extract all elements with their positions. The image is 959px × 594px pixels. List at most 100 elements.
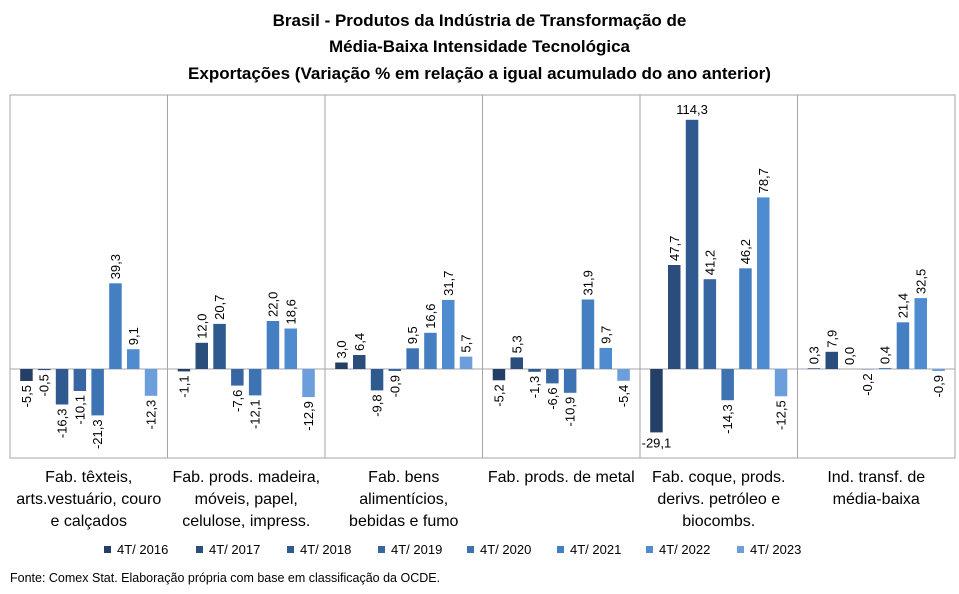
data-label: 3,0 (334, 340, 349, 358)
legend-swatch (737, 546, 744, 554)
category-label-line: Ind. transf. de (827, 469, 926, 486)
category-label: Fab. bens alimentícios, bebidas e fumo (325, 467, 483, 533)
bar (878, 368, 892, 369)
data-label: -12,1 (248, 399, 263, 429)
bar (127, 349, 140, 369)
data-label: 22,0 (265, 292, 280, 317)
category-label-line: móveis, papel, (194, 491, 298, 508)
bar (406, 348, 419, 369)
category-label-line: Fab. coque, prods. (652, 469, 786, 486)
bar (73, 369, 87, 391)
legend-label: 4T/ 2023 (750, 542, 802, 557)
bar (248, 369, 262, 396)
data-label: 21,4 (896, 293, 911, 318)
legend-item: 4T/ 2023 (737, 541, 801, 559)
data-label: -0,9 (931, 375, 946, 397)
source-note: Fonte: Comex Stat. Elaboração própria co… (10, 571, 441, 585)
legend-label: 4T/ 2022 (659, 542, 711, 557)
data-label: -0,2 (860, 373, 875, 395)
bar (20, 369, 33, 381)
legend-item: 4T/ 2018 (287, 541, 351, 559)
bar (510, 357, 523, 369)
data-label: 39,3 (108, 254, 123, 279)
category-label-line: Fab. prods. madeira, (172, 469, 321, 486)
data-label: -0,5 (37, 374, 52, 396)
bar (896, 322, 910, 369)
category-label-line: Fab. prods. de metal (487, 469, 635, 486)
data-label: 20,7 (212, 295, 227, 320)
bar (757, 197, 770, 369)
category-label-line: celulose, impress. (182, 513, 311, 530)
data-label: -0,9 (387, 375, 402, 397)
category-label: Fab. coque, prods. derivs. petróleo e bioc… (640, 467, 798, 533)
bar (335, 362, 348, 369)
data-label: -6,6 (545, 387, 560, 409)
bar (284, 328, 297, 369)
bar (442, 299, 455, 369)
category-label-line: bebidas e fumo (349, 513, 459, 530)
bar (932, 369, 945, 371)
data-label: -21,3 (90, 419, 105, 449)
data-label: -1,1 (176, 375, 191, 397)
bar (581, 299, 595, 369)
legend-item: 4T/ 2019 (378, 541, 442, 559)
bar (388, 369, 402, 371)
data-label: 47,7 (667, 236, 682, 261)
bar (353, 355, 366, 369)
category-label-line: alimentícios, (359, 491, 449, 508)
data-label: -5,5 (19, 385, 34, 407)
category-label: Fab. têxteis, arts.vestuário, couro e calç… (10, 467, 168, 533)
legend-label: 4T/ 2019 (391, 542, 443, 557)
bar (177, 369, 191, 372)
bar (563, 369, 577, 393)
data-label: 31,9 (581, 270, 596, 295)
data-label: 5,3 (509, 335, 524, 353)
data-label: -14,3 (720, 404, 735, 434)
data-label: -10,1 (72, 395, 87, 425)
data-label: -10,9 (563, 397, 578, 427)
data-label: 78,7 (756, 168, 771, 193)
category-label-line: e calçados (50, 513, 128, 530)
legend-label: 4T/ 2016 (117, 542, 169, 557)
data-label: 0,4 (878, 346, 893, 364)
bar (302, 369, 315, 398)
legend-item: 4T/ 2017 (196, 541, 260, 559)
legend-swatch (557, 546, 564, 554)
legend-item: 4T/ 2022 (646, 541, 710, 559)
chart-title-line-1: Brasil - Produtos da Indústria de Transf… (272, 11, 687, 30)
bar (370, 369, 384, 391)
category-label-line: Fab. bens (368, 469, 440, 486)
data-label: -1,3 (527, 376, 542, 398)
data-label: 18,6 (283, 299, 298, 324)
category-label: Ind. transf. de média-baixa (798, 467, 956, 511)
bar (91, 369, 104, 416)
bar (492, 369, 506, 381)
data-label: 31,7 (441, 271, 456, 296)
data-label: 12,0 (194, 313, 209, 338)
data-label: 41,2 (702, 250, 717, 275)
legend-label: 4T/ 2017 (209, 542, 261, 557)
legend-swatch (378, 546, 385, 554)
category-label-line: média-baixa (832, 491, 920, 508)
bar (685, 119, 699, 369)
bar (266, 321, 280, 369)
legend-label: 4T/ 2020 (480, 542, 532, 557)
data-label: -9,8 (370, 394, 385, 416)
data-label: -7,6 (230, 390, 245, 412)
legend-swatch (196, 546, 203, 554)
bar (55, 369, 69, 405)
bar (703, 279, 717, 369)
legend-swatch (287, 546, 294, 554)
bar (774, 369, 788, 397)
data-label: 0,3 (807, 346, 822, 364)
bar (650, 369, 663, 433)
data-label: 32,5 (913, 269, 928, 294)
bar (807, 368, 821, 369)
data-label: -16,3 (55, 409, 70, 439)
data-label: 5,7 (459, 335, 474, 353)
category-label: Fab. prods. de metal (483, 467, 641, 489)
legend-item: 4T/ 2016 (104, 541, 168, 559)
bar (231, 369, 244, 386)
data-label: -12,9 (301, 401, 316, 431)
